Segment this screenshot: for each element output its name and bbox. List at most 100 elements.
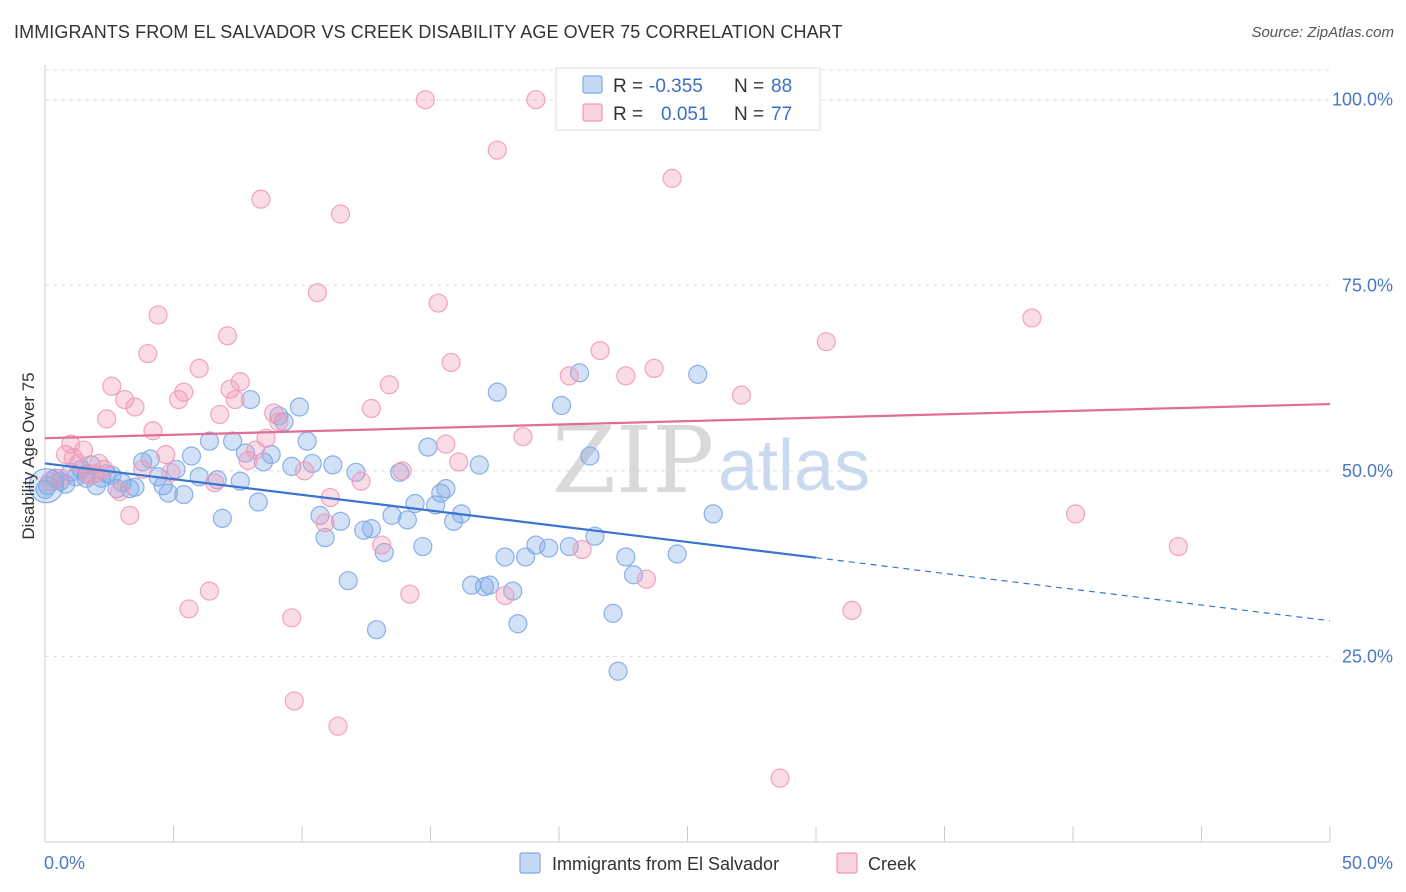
data-point	[238, 450, 258, 471]
y-tick-label: 50.0%	[1342, 461, 1393, 481]
data-point	[256, 428, 276, 448]
stats-legend: R = -0.355 N = 88 R = 0.051 N = 77	[555, 67, 821, 131]
data-point	[140, 449, 160, 469]
bottom-legend: Immigrants from El Salvador Creek	[519, 852, 917, 874]
data-point	[392, 461, 412, 481]
data-point	[269, 406, 289, 426]
axes	[44, 65, 1331, 843]
data-point	[842, 600, 862, 621]
data-point	[179, 599, 199, 619]
data-point	[230, 372, 250, 392]
data-point	[251, 189, 271, 209]
stats-legend-n-value: 77	[771, 104, 792, 125]
data-point	[156, 444, 176, 465]
data-point	[366, 620, 387, 640]
data-point	[361, 519, 381, 539]
data-point	[115, 389, 135, 410]
data-point	[109, 482, 130, 502]
data-point	[487, 382, 507, 402]
trend-line-creek	[44, 402, 1331, 440]
stats-legend-r-label: R =	[613, 76, 643, 97]
stats-legend-n-label: N =	[734, 104, 764, 125]
data-point	[282, 608, 302, 628]
data-point	[816, 332, 836, 352]
data-point	[379, 375, 399, 395]
data-point	[294, 461, 315, 481]
stats-legend-r-label: R =	[613, 104, 643, 125]
data-point	[133, 452, 153, 472]
data-point	[210, 404, 230, 425]
data-point	[513, 427, 533, 447]
stats-legend-swatch-pink	[582, 103, 603, 122]
data-point	[667, 544, 687, 564]
data-point	[174, 382, 194, 402]
data-point	[217, 326, 238, 346]
data-point	[436, 479, 456, 499]
data-point	[436, 434, 456, 454]
chart-title: IMMIGRANTS FROM EL SALVADOR VS CREEK DIS…	[14, 22, 843, 42]
bottom-legend-swatch-pink	[836, 852, 858, 874]
trend-lines	[44, 402, 1331, 622]
data-point	[415, 90, 435, 110]
stats-legend-n-label: N =	[734, 76, 764, 97]
data-point	[241, 389, 261, 410]
data-point	[102, 376, 122, 396]
data-point	[55, 474, 76, 494]
gridlines	[45, 69, 1330, 657]
data-point	[703, 504, 723, 524]
data-point	[253, 452, 274, 472]
data-point	[225, 389, 245, 410]
stats-legend-box	[555, 67, 821, 131]
data-point	[397, 510, 417, 530]
data-point	[97, 409, 117, 429]
data-point	[662, 168, 682, 188]
data-point	[297, 431, 317, 451]
x-tick-label: 50.0%	[1342, 853, 1393, 873]
data-point	[315, 528, 335, 548]
stats-legend-n-value: 88	[771, 76, 792, 97]
data-point	[1022, 308, 1042, 328]
bottom-legend-swatch-blue	[519, 852, 541, 874]
data-point	[688, 364, 708, 384]
data-point	[623, 565, 644, 585]
data-point	[372, 535, 392, 555]
data-point	[361, 398, 381, 419]
y-tick-label: 100.0%	[1332, 90, 1393, 110]
data-point	[1065, 504, 1086, 524]
data-point	[580, 446, 600, 466]
data-point	[199, 581, 220, 601]
stats-legend-r-value: 0.051	[661, 104, 709, 125]
data-point	[346, 462, 366, 482]
data-point	[40, 471, 60, 491]
data-point	[330, 204, 351, 224]
data-point	[282, 456, 302, 476]
data-point	[220, 379, 240, 399]
data-point	[590, 340, 610, 361]
data-point	[487, 140, 507, 160]
data-point	[212, 508, 232, 528]
data-point	[148, 305, 168, 325]
data-point	[189, 358, 209, 379]
y-tick-label: 25.0%	[1342, 646, 1393, 666]
data-point	[413, 536, 433, 557]
data-point	[495, 547, 515, 567]
data-point	[161, 462, 181, 482]
data-point	[428, 293, 448, 313]
data-point	[338, 571, 358, 591]
data-point	[608, 661, 628, 681]
data-point	[199, 431, 220, 451]
data-point-large	[28, 468, 64, 504]
data-point	[441, 352, 461, 373]
data-point	[289, 397, 310, 417]
data-point	[264, 403, 284, 423]
data-point	[138, 343, 158, 364]
data-point	[770, 768, 790, 788]
data-point	[143, 421, 163, 441]
data-point	[315, 513, 335, 533]
y-axis-title: Disability Age Over 75	[19, 372, 38, 539]
data-point	[125, 397, 145, 417]
stats-legend-swatch-blue	[582, 75, 603, 94]
data-point	[351, 471, 371, 491]
data-point	[616, 366, 636, 386]
